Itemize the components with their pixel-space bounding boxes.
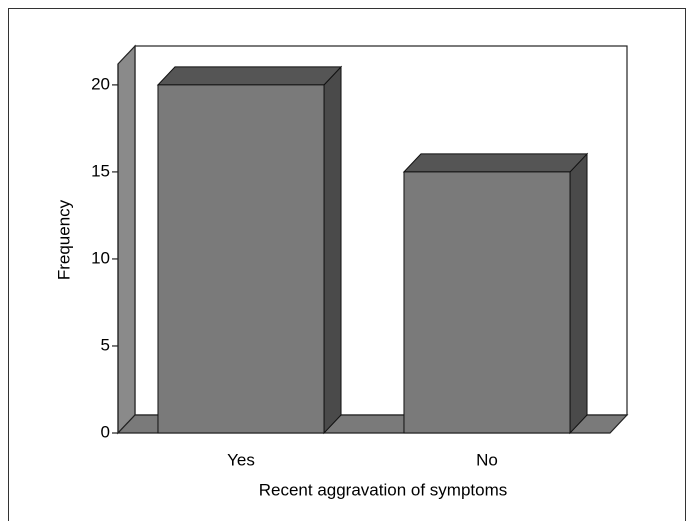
bar-top (156, 66, 343, 86)
x-tick-label: No (476, 450, 498, 469)
y-tick-label: 15 (91, 161, 110, 180)
y-tick-label: 5 (101, 335, 110, 354)
y-tick-label: 0 (101, 422, 110, 441)
y-tick-label: 20 (91, 74, 110, 93)
x-axis-title: Recent aggravation of symptoms (259, 480, 508, 499)
bar-side (323, 65, 342, 435)
bar-side (569, 152, 588, 435)
bar-top (402, 153, 589, 173)
side-wall (117, 44, 136, 435)
x-tick-label: Yes (227, 450, 255, 469)
y-axis-title: Frequency (54, 199, 73, 280)
y-tick-label: 10 (91, 248, 110, 267)
bar (157, 84, 325, 434)
bar (403, 171, 571, 434)
